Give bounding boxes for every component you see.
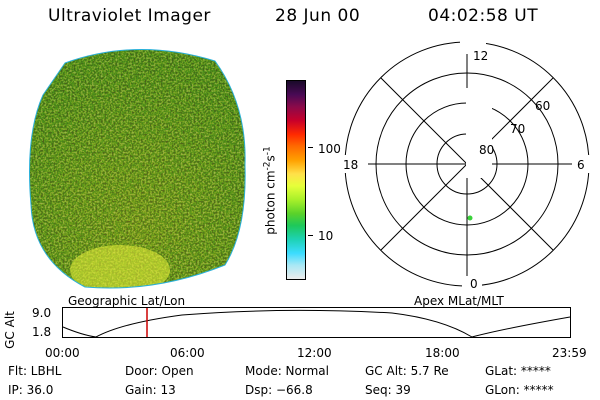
time-tick-18: 18:00: [425, 346, 460, 360]
mlt-label-18: 18: [343, 158, 358, 172]
gc-alt-info: GC Alt: 5.7 Re: [365, 364, 449, 378]
dsp-info: Dsp: −66.8: [245, 383, 313, 397]
altitude-strip: [62, 307, 571, 338]
colorbar-unit-label: photon cm-2s-1: [262, 146, 278, 235]
colorbar-tick-100: 100: [318, 142, 341, 156]
time-tick-0: 00:00: [45, 346, 80, 360]
time-tick-2359: 23:59: [552, 346, 587, 360]
mlt-label-0: 0: [470, 277, 478, 291]
mode-info: Mode: Normal: [245, 364, 329, 378]
altitude-min: 1.8: [32, 325, 52, 339]
auroral-image: [29, 48, 246, 289]
colorbar-tick-mark: [308, 147, 313, 148]
colorbar-tick-10: 10: [318, 229, 334, 243]
lat-label-70: 70: [510, 122, 525, 136]
lat-label-60: 60: [535, 99, 550, 113]
time-tick-6: 06:00: [170, 346, 205, 360]
position-marker: [467, 215, 473, 221]
image-frame-label: Geographic Lat/Lon: [68, 294, 186, 308]
date-label: 28 Jun 00: [275, 6, 361, 26]
polar-grid: 12 0 18 6 60 70 80: [340, 40, 596, 291]
seq-info: Seq: 39: [365, 383, 411, 397]
altitude-axis-label: GC Alt: [3, 311, 17, 349]
door-info: Door: Open: [125, 364, 194, 378]
ip-info: IP: 36.0: [8, 383, 54, 397]
instrument-title: Ultraviolet Imager: [48, 6, 211, 26]
mlt-label-12: 12: [473, 49, 488, 63]
altitude-max: 9.0: [32, 306, 52, 320]
colorbar-tick-mark: [308, 235, 313, 236]
filter-info: Flt: LBHL: [8, 364, 62, 378]
colorbar: [286, 80, 306, 280]
glon-info: GLon: *****: [485, 383, 554, 397]
glat-info: GLat: *****: [485, 364, 551, 378]
gain-info: Gain: 13: [125, 383, 176, 397]
time-tick-12: 12:00: [297, 346, 332, 360]
time-label: 04:02:58 UT: [428, 6, 539, 26]
polar-frame-label: Apex MLat/MLT: [414, 294, 504, 308]
lat-label-80: 80: [479, 143, 494, 157]
mlt-label-6: 6: [577, 158, 585, 172]
